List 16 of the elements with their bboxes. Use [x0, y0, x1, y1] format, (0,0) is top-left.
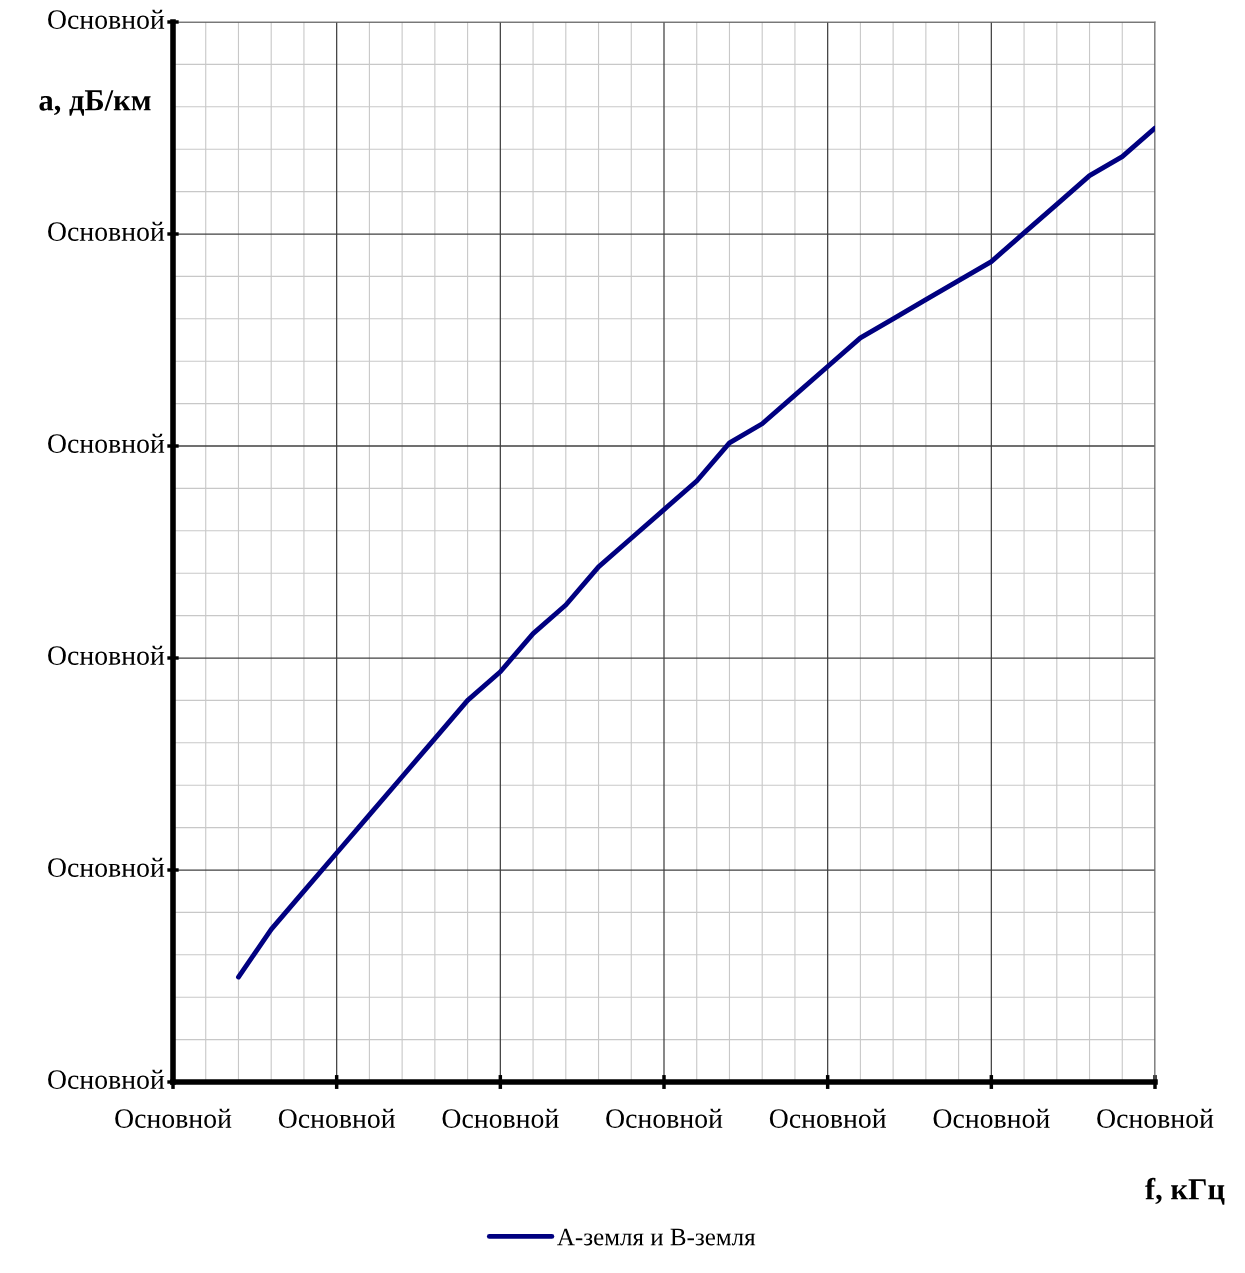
- text: Основной: [48, 433, 165, 453]
- y-axis-title: a, дБ/км: [39, 90, 151, 116]
- text: Основной: [48, 221, 165, 241]
- x-tick-label: Основной: [278, 1108, 395, 1128]
- text: Основной: [48, 9, 165, 29]
- x-tick-label: Основной: [769, 1108, 886, 1128]
- text: Основной: [48, 857, 165, 877]
- x-tick-label: Основной: [442, 1108, 559, 1128]
- x-tick-label: Основной: [933, 1108, 1050, 1128]
- x-tick-label: Основной: [606, 1108, 723, 1128]
- legend-label: А-земля и В-земля: [557, 1228, 756, 1246]
- x-tick-label: Основной: [115, 1108, 232, 1128]
- x-tick-label: Основной: [1097, 1108, 1214, 1128]
- text: Основной: [48, 1069, 165, 1089]
- x-axis-title: f, кГц: [1145, 1177, 1225, 1205]
- text: Основной: [48, 645, 165, 665]
